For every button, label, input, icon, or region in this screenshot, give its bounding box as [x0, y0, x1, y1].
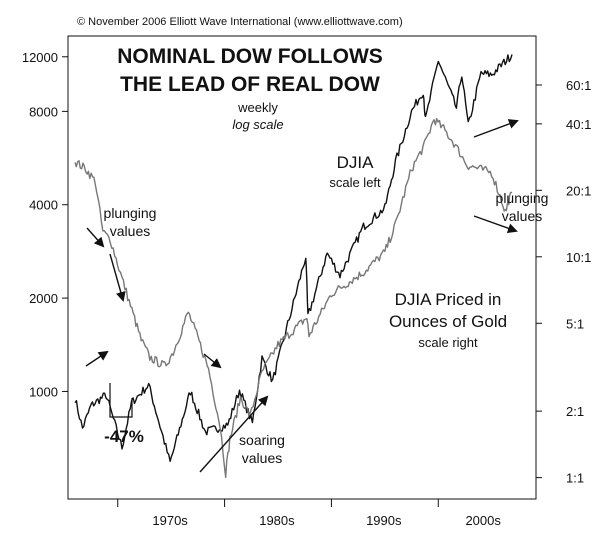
- djia-label: DJIA: [337, 153, 375, 172]
- x-tick-label-1990s: 1990s: [366, 513, 402, 528]
- plot-area: [67, 35, 537, 500]
- right-tick-label-10-1: 10:1: [566, 250, 591, 265]
- right-tick-label-60-1: 60:1: [566, 78, 591, 93]
- x-tick-label-1980s: 1980s: [259, 513, 295, 528]
- gold-label-line-1: DJIA Priced in: [395, 290, 502, 309]
- right-axis: 60:1 40:1 20:1 10:1 5:1 2:1 1:1: [536, 78, 591, 486]
- x-tick-label-2000s: 2000s: [465, 513, 501, 528]
- djia-series-line: [74, 54, 513, 462]
- chart-title-line-2: THE LEAD OF REAL DOW: [120, 73, 380, 96]
- right-tick-label-20-1: 20:1: [566, 183, 591, 198]
- gold-label-line-2: Ounces of Gold: [389, 312, 507, 331]
- annotation-decline-pct: -47%: [104, 427, 144, 446]
- right-tick-label-2-1: 2:1: [566, 404, 584, 419]
- annotation-soaring-1: soaring: [239, 432, 285, 448]
- arrow-top-right: [473, 119, 519, 138]
- chart-title-line-1: NOMINAL DOW FOLLOWS: [117, 45, 383, 68]
- copyright-text: © November 2006 Elliott Wave Internation…: [77, 16, 403, 28]
- chart-subtitle: weekly: [237, 100, 278, 115]
- arrow-plunging-right: [473, 215, 518, 234]
- left-axis: 12000 8000 4000 2000 1000: [22, 50, 68, 399]
- arrow-rise-1980: [203, 353, 222, 369]
- annotation-plunging-left-2: values: [110, 223, 150, 239]
- x-tick-label-1970s: 1970s: [152, 513, 188, 528]
- arrow-rise-1967: [85, 350, 109, 367]
- left-tick-label-1000: 1000: [29, 384, 58, 399]
- x-axis: 1970s 1980s 1990s 2000s: [117, 499, 501, 528]
- right-tick-label-1-1: 1:1: [566, 471, 584, 486]
- annotation-soaring-2: values: [242, 450, 282, 466]
- arrow-soaring: [199, 395, 269, 473]
- right-tick-label-5-1: 5:1: [566, 316, 584, 331]
- decline-bracket: [109, 383, 133, 418]
- annotation-plunging-right-1: plunging: [496, 190, 549, 206]
- left-tick-label-4000: 4000: [29, 198, 58, 213]
- scale-note: log scale: [232, 117, 283, 132]
- annotation-plunging-right-2: values: [502, 208, 542, 224]
- left-tick-label-8000: 8000: [29, 104, 58, 119]
- arrow-plunging-lower: [109, 253, 126, 302]
- gold-scale-note: scale right: [418, 335, 478, 350]
- arrow-plunging-upper: [86, 227, 105, 248]
- djia-gold-series-line: [74, 118, 513, 478]
- left-tick-label-2000: 2000: [29, 291, 58, 306]
- djia-scale-note: scale left: [329, 175, 381, 190]
- left-tick-label-12000: 12000: [22, 50, 58, 65]
- annotation-plunging-left-1: plunging: [104, 205, 157, 221]
- right-tick-label-40-1: 40:1: [566, 117, 591, 132]
